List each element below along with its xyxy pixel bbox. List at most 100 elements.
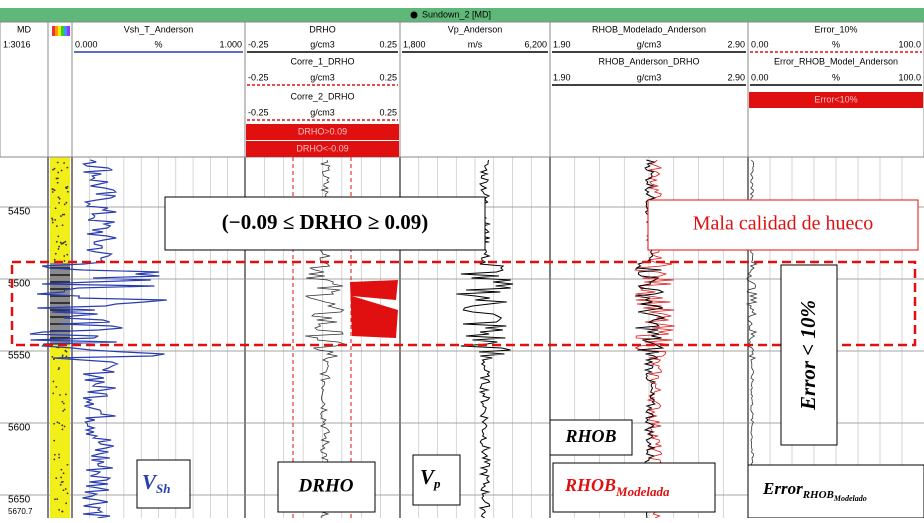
scale-min: 1.90	[553, 72, 571, 82]
fill-name: Error<10%	[814, 94, 857, 104]
lith-dot	[66, 492, 69, 495]
lith-dot	[54, 252, 57, 255]
lith-swatch	[67, 26, 70, 36]
depth-label: 5550	[8, 351, 31, 362]
lith-dot	[65, 393, 67, 396]
lith-dot	[54, 218, 57, 221]
lith-dot	[53, 167, 56, 170]
lith-dot	[55, 240, 58, 243]
scale-max: 2.90	[727, 39, 745, 49]
bad-hole-box	[647, 199, 919, 251]
lith-dot	[61, 400, 64, 403]
vp-box	[412, 454, 461, 506]
scale-unit: g/cm3	[310, 72, 335, 82]
error-model-label: ErrorRHOBModelado	[762, 479, 867, 503]
header-cell	[0, 21, 49, 158]
lith-dot	[65, 502, 68, 505]
lith-dot	[57, 248, 60, 250]
lith-swatch	[58, 26, 61, 36]
lith-dot	[53, 258, 56, 261]
lith-dot	[53, 439, 56, 442]
lith-dot	[66, 185, 69, 188]
lith-dot	[63, 425, 66, 428]
scale-min: -0.25	[248, 72, 269, 82]
track-name: Vsh_T_Anderson	[124, 24, 194, 34]
depth-scale: 1:3016	[3, 39, 31, 49]
lith-dot	[54, 498, 56, 501]
scale-min: -0.25	[248, 39, 269, 49]
header-cell	[549, 21, 749, 158]
scale-max: 0.25	[379, 107, 397, 117]
scale-unit: g/cm3	[637, 39, 662, 49]
rhob-model-label: RHOBModelada	[564, 475, 670, 499]
lith-dot	[51, 217, 53, 220]
range-text: (−0.09 ≤ DRHO ≥ 0.09)	[222, 210, 429, 234]
lith-dot	[61, 354, 64, 357]
lith-header	[47, 21, 73, 158]
scale-unit: %	[154, 39, 162, 49]
lith-dot	[62, 402, 65, 405]
lith-dot	[60, 481, 63, 484]
lith-dot	[51, 221, 54, 224]
lith-swatch	[52, 26, 55, 36]
scale-min: 1,800	[403, 39, 426, 49]
lith-dot	[55, 177, 58, 180]
header-cell	[71, 21, 246, 158]
scale-unit: g/cm3	[310, 39, 335, 49]
lith-dot	[57, 171, 60, 174]
lith-dot	[64, 240, 67, 243]
drho-box	[277, 461, 376, 513]
lith-dot	[56, 161, 59, 164]
lith-dot	[65, 243, 68, 246]
lith-dot	[55, 225, 58, 228]
lith-dot	[62, 241, 65, 244]
lith-dot	[66, 463, 69, 466]
lith-dot	[58, 201, 61, 204]
depth-name: MD	[17, 24, 31, 34]
rhob-label: RHOB	[564, 426, 616, 446]
lith-dot	[60, 169, 63, 172]
lith-dot	[57, 177, 59, 180]
scale-unit: m/s	[468, 39, 483, 49]
scale-min: 0.00	[751, 39, 769, 49]
depth-label: 5450	[8, 207, 31, 218]
scale-max: 100.0	[898, 39, 921, 49]
well-title: Sundown_2 [MD]	[422, 9, 491, 19]
lith-dot	[56, 498, 59, 500]
lith-dot	[60, 242, 63, 245]
lith-dot	[62, 410, 65, 412]
depth-label: 5600	[8, 423, 31, 434]
lith-dot	[58, 453, 60, 456]
range-box	[164, 196, 486, 251]
lith-dot	[53, 189, 56, 192]
scale-unit: g/cm3	[310, 107, 335, 117]
rhob-model-box	[552, 462, 716, 513]
scale-unit: %	[832, 39, 840, 49]
track-name: Corre_1_DRHO	[290, 56, 354, 66]
vsh-box	[136, 459, 191, 509]
lith-dot	[58, 245, 60, 248]
fill-swatch	[749, 92, 923, 108]
drho-label: DRHO	[298, 475, 354, 496]
depth-label: 5670.7	[8, 507, 33, 516]
fill-swatch	[246, 124, 399, 140]
track-name: Corre_2_DRHO	[290, 91, 354, 101]
scale-min: 0.000	[75, 39, 98, 49]
lith-dot	[64, 349, 67, 352]
scale-max: 2.90	[727, 72, 745, 82]
lith-dot	[62, 489, 65, 492]
fill-swatch	[246, 141, 399, 157]
scale-min: 1.90	[553, 39, 571, 49]
lith-dot	[60, 468, 63, 471]
lith-dot	[65, 201, 68, 204]
lith-dot	[55, 477, 58, 480]
lith-dot	[65, 355, 68, 358]
lith-dot	[65, 350, 68, 353]
drho-fill	[350, 280, 398, 338]
error-model-box	[747, 464, 924, 519]
lith-swatch	[55, 26, 58, 36]
lith-dot	[57, 196, 60, 199]
track-name: Vp_Anderson	[448, 24, 503, 34]
fill-name: DRHO<-0.09	[296, 143, 348, 153]
lith-dot	[63, 255, 66, 257]
